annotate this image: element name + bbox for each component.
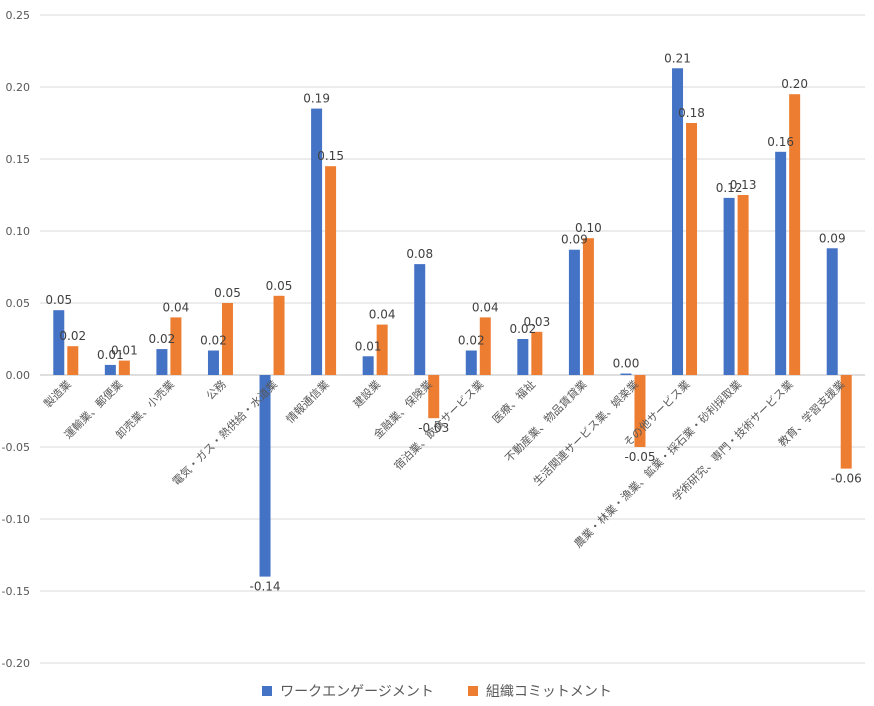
data-label: 0.19 <box>303 92 330 106</box>
y-tick-label: 0.05 <box>6 297 31 310</box>
bar-org-commitment <box>67 346 79 375</box>
data-label: 0.12 <box>716 181 743 195</box>
category-label: 情報通信業 <box>284 378 332 426</box>
bar-org-commitment <box>273 295 285 375</box>
data-label: 0.04 <box>369 308 396 322</box>
category-label: 製造業 <box>41 377 74 410</box>
bars <box>53 68 852 577</box>
bar-org-commitment <box>737 195 749 375</box>
y-tick-label: 0.25 <box>6 9 31 22</box>
bar-org-commitment <box>170 317 182 375</box>
data-label: 0.02 <box>458 334 485 348</box>
legend-swatch-orange <box>467 686 478 696</box>
legend-swatch-blue <box>262 686 273 696</box>
data-label: 0.04 <box>472 300 499 314</box>
bar-work-engagement <box>156 349 168 375</box>
data-label: 0.16 <box>767 135 794 149</box>
data-label: 0.08 <box>406 247 433 261</box>
data-label: 0.04 <box>163 300 190 314</box>
data-label: 0.03 <box>523 315 550 329</box>
data-label: 0.01 <box>111 344 138 358</box>
bar-work-engagement <box>672 68 684 375</box>
data-label: 0.02 <box>149 332 176 346</box>
bar-org-commitment <box>531 331 543 375</box>
bar-org-commitment <box>686 123 698 375</box>
y-tick-label: -0.15 <box>2 585 30 598</box>
y-tick-label: 0.20 <box>6 81 31 94</box>
data-label: -0.14 <box>250 580 281 594</box>
legend-label: 組織コミットメント <box>485 684 612 700</box>
data-label: 0.20 <box>781 77 808 91</box>
bar-work-engagement <box>53 310 65 375</box>
y-axis-ticks: 0.25 0.20 0.15 0.10 0.05 0.00 -0.05 -0.10 -0.15 -… <box>2 9 30 670</box>
data-label: 0.05 <box>45 293 72 307</box>
data-label: 0.10 <box>575 221 602 235</box>
data-label: 0.21 <box>664 51 691 65</box>
y-tick-label: -0.20 <box>2 657 30 670</box>
category-label: 医療、福祉 <box>489 377 538 426</box>
data-label: 0.05 <box>214 286 241 300</box>
data-label: -0.03 <box>418 421 449 435</box>
legend-item-org-commitment: 組織コミットメント <box>467 681 612 701</box>
bar-work-engagement <box>104 364 116 375</box>
bar-work-engagement <box>207 350 219 375</box>
data-label: 0.09 <box>561 233 588 247</box>
bar-work-engagement <box>362 356 374 375</box>
y-tick-label: 0.15 <box>6 153 31 166</box>
data-label: 0.00 <box>613 357 640 371</box>
data-label: 0.01 <box>355 339 382 353</box>
data-label: -0.06 <box>831 472 862 486</box>
bar-work-engagement <box>775 151 787 375</box>
category-label: 公務 <box>203 377 228 402</box>
bar-org-commitment <box>325 166 337 375</box>
bar-work-engagement <box>465 350 477 375</box>
bar-work-engagement <box>517 339 529 375</box>
y-tick-label: -0.10 <box>2 513 30 526</box>
bar-work-engagement <box>414 264 426 375</box>
bar-org-commitment <box>221 303 233 375</box>
data-label: 0.01 <box>97 348 124 362</box>
data-labels: 0.050.020.010.010.020.040.020.05-0.140.0… <box>45 51 861 593</box>
bar-org-commitment <box>840 375 852 469</box>
bar-org-commitment <box>118 360 130 375</box>
bar-work-engagement <box>723 197 735 375</box>
bar-work-engagement <box>620 373 632 375</box>
bar-work-engagement <box>259 375 271 577</box>
bar-work-engagement <box>311 108 323 375</box>
data-label: 0.09 <box>819 231 846 245</box>
bar-org-commitment <box>582 238 594 375</box>
legend: ワークエンゲージメント 組織コミットメント <box>0 681 874 701</box>
bar-org-commitment <box>479 317 491 375</box>
category-label: 建設業 <box>350 377 383 410</box>
data-label: 0.02 <box>200 334 227 348</box>
legend-item-work-engagement: ワークエンゲージメント <box>262 681 434 701</box>
bar-org-commitment <box>376 324 388 375</box>
data-label: 0.13 <box>730 178 757 192</box>
bar-work-engagement <box>568 249 580 375</box>
legend-label: ワークエンゲージメント <box>280 684 434 700</box>
data-label: -0.05 <box>624 450 655 464</box>
y-tick-label: 0.00 <box>6 369 31 382</box>
y-tick-label: -0.05 <box>2 441 30 454</box>
data-label: 0.18 <box>678 106 705 120</box>
bar-org-commitment <box>634 375 646 447</box>
data-label: 0.15 <box>317 149 344 163</box>
bar-work-engagement <box>826 248 838 375</box>
category-label: 生活関連サービス業、娯楽業 <box>530 377 641 488</box>
data-label: 0.05 <box>266 279 293 293</box>
data-label: 0.02 <box>59 329 86 343</box>
y-tick-label: 0.10 <box>6 225 31 238</box>
bar-org-commitment <box>428 375 440 419</box>
data-label: 0.02 <box>509 322 536 336</box>
bar-org-commitment <box>789 94 801 375</box>
